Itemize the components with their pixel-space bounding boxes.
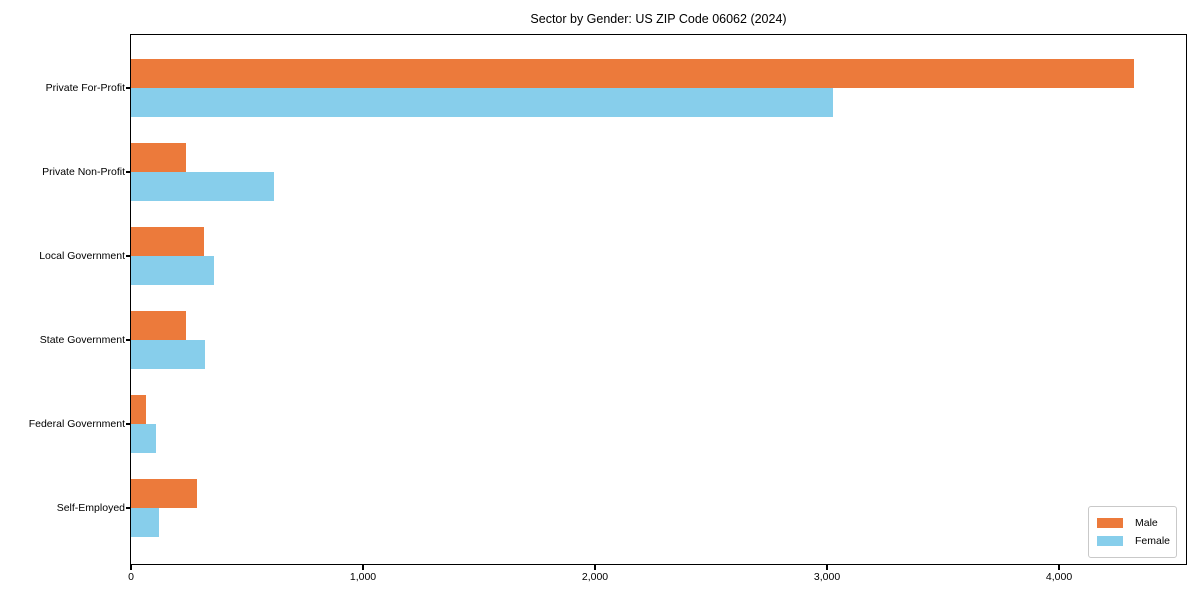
bar-female-4 — [131, 340, 205, 370]
y-tick-label: Private For-Profit — [45, 81, 125, 94]
y-tick-label: Self-Employed — [56, 501, 125, 514]
legend: Male Female — [1088, 506, 1177, 558]
x-tick-label: 1,000 — [349, 571, 377, 583]
y-tick-mark — [125, 255, 131, 257]
x-tick-label: 3,000 — [813, 571, 841, 583]
bar-male-2 — [131, 142, 186, 172]
legend-item-male: Male — [1097, 516, 1176, 529]
y-tick-label: Federal Government — [28, 417, 125, 430]
x-tick-mark — [1058, 565, 1060, 570]
x-tick-mark — [130, 565, 132, 570]
bar-male-6 — [131, 478, 197, 508]
chart-title: Sector by Gender: US ZIP Code 06062 (202… — [530, 12, 787, 26]
female-swatch-icon — [1097, 536, 1123, 546]
legend-label-male: Male — [1135, 516, 1158, 529]
x-tick-label: 4,000 — [1045, 571, 1073, 583]
bar-female-2 — [131, 172, 274, 202]
y-tick-mark — [125, 339, 131, 341]
bar-male-3 — [131, 226, 204, 256]
bar-female-1 — [131, 88, 833, 118]
bar-male-4 — [131, 310, 186, 340]
bar-male-5 — [131, 394, 147, 424]
x-tick-label: 2,000 — [581, 571, 609, 583]
x-tick-mark — [362, 565, 364, 570]
male-swatch-icon — [1097, 518, 1123, 528]
y-tick-label: State Government — [39, 333, 125, 346]
x-tick-mark — [826, 565, 828, 570]
plot-area — [131, 35, 1186, 564]
y-tick-mark — [125, 507, 131, 509]
legend-label-female: Female — [1135, 534, 1171, 547]
bar-female-6 — [131, 508, 160, 538]
y-tick-mark — [125, 171, 131, 173]
bar-female-3 — [131, 256, 214, 286]
x-tick-mark — [594, 565, 596, 570]
y-tick-label: Private Non-Profit — [42, 165, 125, 178]
y-tick-label: Local Government — [39, 249, 125, 262]
y-tick-mark — [125, 423, 131, 425]
bar-male-1 — [131, 58, 1135, 88]
bar-female-5 — [131, 424, 156, 454]
x-tick-label: 0 — [128, 571, 134, 583]
legend-item-female: Female — [1097, 534, 1176, 547]
plot-frame — [130, 34, 1187, 565]
y-tick-mark — [125, 87, 131, 89]
